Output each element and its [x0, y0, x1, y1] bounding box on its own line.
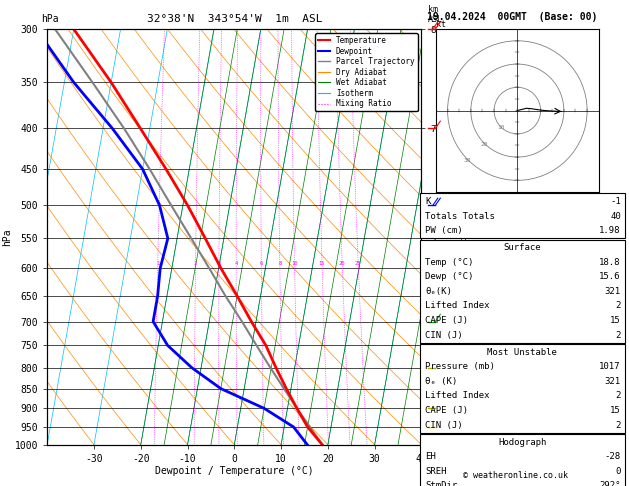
Text: 292°: 292°	[599, 481, 621, 486]
Text: © weatheronline.co.uk: © weatheronline.co.uk	[464, 471, 568, 480]
Text: km
ASL: km ASL	[428, 5, 443, 24]
X-axis label: Dewpoint / Temperature (°C): Dewpoint / Temperature (°C)	[155, 467, 314, 476]
Text: CAPE (J): CAPE (J)	[425, 406, 468, 415]
Text: 15.6: 15.6	[599, 272, 621, 281]
Text: CIN (J): CIN (J)	[425, 330, 463, 340]
Text: CIN (J): CIN (J)	[425, 420, 463, 430]
Text: 2: 2	[615, 420, 621, 430]
Text: 32°38'N  343°54'W  1m  ASL: 32°38'N 343°54'W 1m ASL	[147, 14, 322, 24]
Text: 20: 20	[339, 261, 345, 266]
Text: θₑ(K): θₑ(K)	[425, 287, 452, 296]
Text: 10: 10	[497, 125, 504, 130]
Text: Lifted Index: Lifted Index	[425, 301, 490, 311]
Text: 1.98: 1.98	[599, 226, 621, 235]
Text: 6: 6	[260, 261, 263, 266]
Text: SREH: SREH	[425, 467, 447, 476]
Text: 1: 1	[156, 261, 159, 266]
Text: 321: 321	[604, 287, 621, 296]
Text: Lifted Index: Lifted Index	[425, 391, 490, 400]
Text: 2: 2	[615, 330, 621, 340]
Text: 321: 321	[604, 377, 621, 386]
Text: 18.8: 18.8	[599, 258, 621, 267]
Text: 15: 15	[319, 261, 325, 266]
Text: hPa: hPa	[41, 14, 58, 24]
Text: 25: 25	[355, 261, 362, 266]
Text: 2: 2	[615, 391, 621, 400]
Text: 0: 0	[615, 467, 621, 476]
Legend: Temperature, Dewpoint, Parcel Trajectory, Dry Adiabat, Wet Adiabat, Isotherm, Mi: Temperature, Dewpoint, Parcel Trajectory…	[315, 33, 418, 111]
Text: θₑ (K): θₑ (K)	[425, 377, 457, 386]
Text: 2: 2	[615, 301, 621, 311]
Text: CAPE (J): CAPE (J)	[425, 316, 468, 325]
Text: 10: 10	[291, 261, 298, 266]
Text: 20: 20	[480, 141, 487, 147]
Text: 15: 15	[610, 406, 621, 415]
Text: PW (cm): PW (cm)	[425, 226, 463, 235]
Text: StmDir: StmDir	[425, 481, 457, 486]
Text: Hodograph: Hodograph	[498, 437, 547, 447]
Text: -1: -1	[610, 197, 621, 206]
Text: 15: 15	[610, 316, 621, 325]
Text: 3: 3	[217, 261, 221, 266]
Text: 1017: 1017	[599, 362, 621, 371]
Text: 30: 30	[464, 158, 471, 163]
Text: -28: -28	[604, 452, 621, 461]
Text: Most Unstable: Most Unstable	[487, 347, 557, 357]
Text: 4: 4	[235, 261, 238, 266]
Text: 8: 8	[278, 261, 281, 266]
Text: 2: 2	[194, 261, 197, 266]
Text: 40: 40	[610, 211, 621, 221]
Text: 19.04.2024  00GMT  (Base: 00): 19.04.2024 00GMT (Base: 00)	[428, 12, 598, 22]
Text: Temp (°C): Temp (°C)	[425, 258, 474, 267]
Text: EH: EH	[425, 452, 436, 461]
Text: K: K	[425, 197, 431, 206]
Text: kt: kt	[436, 20, 446, 29]
Text: Dewp (°C): Dewp (°C)	[425, 272, 474, 281]
Text: Surface: Surface	[504, 243, 541, 252]
Y-axis label: Mixing Ratio (g/kg): Mixing Ratio (g/kg)	[458, 186, 467, 288]
Text: Totals Totals: Totals Totals	[425, 211, 495, 221]
Y-axis label: hPa: hPa	[2, 228, 12, 246]
Text: Pressure (mb): Pressure (mb)	[425, 362, 495, 371]
